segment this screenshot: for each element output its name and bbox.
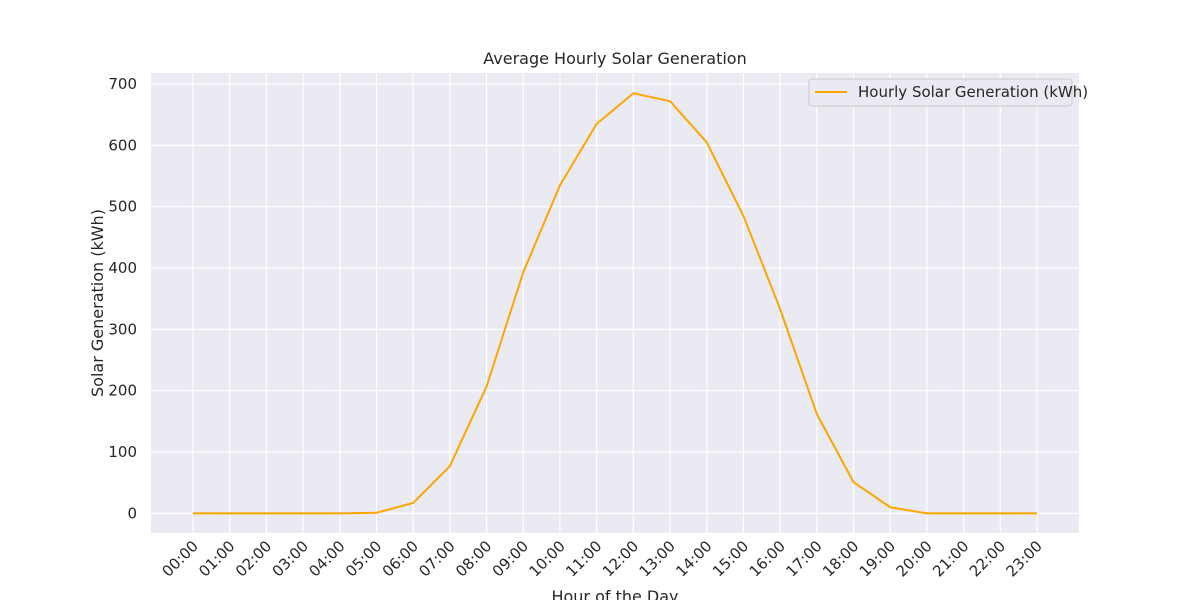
x-tick-label: 06:00 [379,537,422,580]
grid [151,73,1079,533]
x-tick-label: 01:00 [195,537,238,580]
y-tick-label: 0 [127,504,137,522]
x-tick-label: 15:00 [709,537,752,580]
x-tick-label: 17:00 [782,537,825,580]
x-tick-label: 00:00 [159,537,202,580]
x-tick-label: 18:00 [819,537,862,580]
y-tick-label: 100 [108,443,137,461]
x-tick-label: 21:00 [929,537,972,580]
x-tick-label: 14:00 [672,537,715,580]
x-tick-label: 10:00 [525,537,568,580]
x-tick-label: 23:00 [1003,537,1046,580]
series-layer [193,92,1037,515]
x-tick-label: 05:00 [342,537,385,580]
y-tick-label: 300 [108,320,137,338]
y-tick-label: 600 [108,136,137,154]
legend-box [808,78,1073,107]
x-tick-label: 22:00 [966,537,1009,580]
x-tick-label: 20:00 [892,537,935,580]
x-tick-label: 19:00 [856,537,899,580]
legend: Hourly Solar Generation (kWh) [808,78,1088,107]
x-tick-label: 09:00 [489,537,532,580]
legend-label: Hourly Solar Generation (kWh) [858,83,1088,101]
x-tick-label: 16:00 [746,537,789,580]
x-tick-label: 08:00 [452,537,495,580]
series-line [193,92,1037,515]
x-tick-label: 13:00 [636,537,679,580]
y-tick-label: 500 [108,198,137,216]
chart-title: Average Hourly Solar Generation [483,49,746,68]
y-axis-label: Solar Generation (kWh) [88,209,107,397]
x-tick-label: 07:00 [415,537,458,580]
y-tick-label: 400 [108,259,137,277]
x-tick-label: 11:00 [562,537,605,580]
x-axis-label: Hour of the Day [551,587,678,600]
x-tick-label: 02:00 [232,537,275,580]
plot-area [151,73,1079,533]
x-tick-label: 12:00 [599,537,642,580]
x-tick-label: 03:00 [269,537,312,580]
x-tick-labels: 00:0001:0002:0003:0004:0005:0006:0007:00… [159,537,1046,580]
y-tick-label: 200 [108,382,137,400]
x-tick-label: 04:00 [305,537,348,580]
y-tick-labels: 0 100 200 300 400 500 600 700 [108,75,137,522]
y-tick-label: 700 [108,75,137,93]
